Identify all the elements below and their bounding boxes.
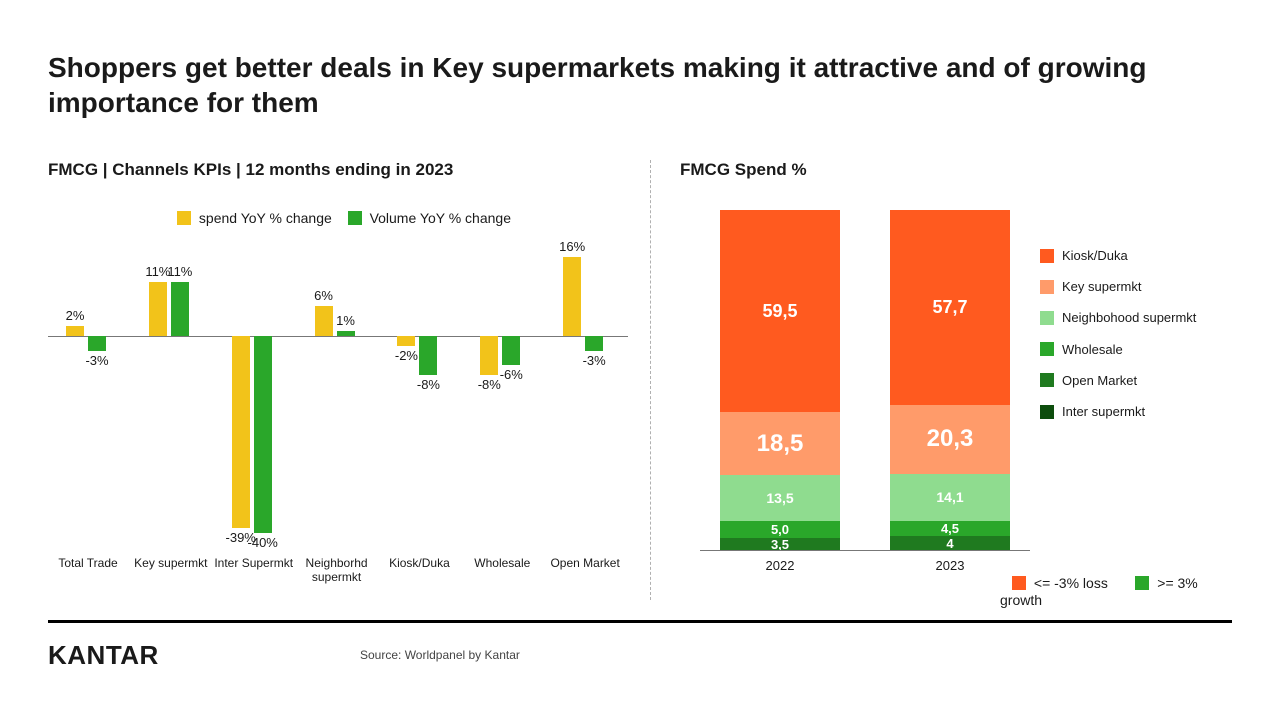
bar-volume (419, 336, 437, 375)
bar-spend (149, 282, 167, 336)
bar-volume (171, 282, 189, 336)
left-chart-legend: spend YoY % change Volume YoY % change (48, 210, 628, 227)
stack-axis (700, 550, 1030, 551)
legend-label: Wholesale (1062, 342, 1123, 357)
vertical-divider (650, 160, 651, 600)
bar-spend (563, 257, 581, 336)
bar-volume (502, 336, 520, 366)
legend-label: Key supermkt (1062, 279, 1141, 294)
right-chart-subtitle: FMCG Spend % (680, 160, 1240, 180)
stack-column: 57,720,314,14,54 (890, 210, 1010, 550)
legend-label-volume: Volume YoY % change (370, 210, 511, 226)
legend-swatch (1040, 405, 1054, 419)
legend-swatch-spend (177, 211, 191, 225)
legend-item-open: Open Market (1040, 365, 1196, 396)
legend-swatch-volume (348, 211, 362, 225)
right-chart-legend: Kiosk/Duka Key supermkt Neighbohood superm… (1040, 240, 1196, 427)
segment-key: 20,3 (890, 405, 1010, 474)
source-text: Source: Worldpanel by Kantar (360, 648, 520, 662)
brand-logo: KANTAR (48, 640, 159, 671)
page-title: Shoppers get better deals in Key superma… (48, 50, 1220, 120)
bar-label: 11% (160, 264, 200, 279)
category-label: Neighborhd supermkt (294, 557, 380, 585)
bar-label: -8% (408, 377, 448, 392)
category-label: Inter Supermkt (211, 557, 297, 571)
bar-volume (254, 336, 272, 533)
segment-open: 3,5 (720, 538, 840, 550)
stack-year-label: 2022 (720, 558, 840, 573)
legend-swatch (1040, 342, 1054, 356)
segment-key: 18,5 (720, 412, 840, 475)
bar-spend (66, 326, 84, 336)
footer-rule (48, 620, 1232, 623)
axis-zero-line (48, 336, 628, 337)
category-label: Open Market (542, 557, 628, 571)
segment-whole: 4,5 (890, 521, 1010, 536)
category-label: Wholesale (459, 557, 545, 571)
segment-kiosk: 59,5 (720, 210, 840, 412)
stack-column: 59,518,513,55,03,5 (720, 210, 840, 550)
legend-label: Kiosk/Duka (1062, 248, 1128, 263)
threshold-swatch-growth (1135, 576, 1149, 590)
bar-volume (585, 336, 603, 351)
segment-kiosk: 57,7 (890, 210, 1010, 405)
bar-label: -6% (491, 367, 531, 382)
category-label: Total Trade (45, 557, 131, 571)
bar-label: -3% (77, 353, 117, 368)
right-chart: FMCG Spend % 59,518,513,55,03,5202257,72… (680, 160, 1240, 600)
bar-spend (232, 336, 250, 528)
legend-label: Inter supermkt (1062, 404, 1145, 419)
legend-label: Open Market (1062, 373, 1137, 388)
category-label: Kiosk/Duka (376, 557, 462, 571)
bar-label: -40% (243, 535, 283, 550)
legend-item-inter: Inter supermkt (1040, 396, 1196, 427)
bar-label: 2% (55, 308, 95, 323)
legend-item-whole: Wholesale (1040, 334, 1196, 365)
threshold-legend: <= -3% loss >= 3% growth (1000, 575, 1240, 608)
segment-whole: 5,0 (720, 521, 840, 538)
legend-label-spend: spend YoY % change (199, 210, 332, 226)
bar-volume (337, 331, 355, 336)
bar-label: 6% (304, 288, 344, 303)
bar-spend (397, 336, 415, 346)
threshold-label-loss: <= -3% loss (1034, 575, 1108, 591)
bar-label: 1% (326, 313, 366, 328)
legend-item-kiosk: Kiosk/Duka (1040, 240, 1196, 271)
left-chart-categories: Total TradeKey supermktInter SupermktNei… (48, 557, 628, 597)
legend-swatch (1040, 280, 1054, 294)
bar-volume (88, 336, 106, 351)
threshold-swatch-loss (1012, 576, 1026, 590)
legend-swatch (1040, 249, 1054, 263)
legend-swatch (1040, 311, 1054, 325)
stack-year-label: 2023 (890, 558, 1010, 573)
bar-label: 16% (552, 239, 592, 254)
category-label: Key supermkt (128, 557, 214, 571)
left-chart: FMCG | Channels KPIs | 12 months ending … (48, 160, 628, 600)
left-chart-subtitle: FMCG | Channels KPIs | 12 months ending … (48, 160, 628, 180)
segment-neigh: 14,1 (890, 474, 1010, 522)
legend-item-key: Key supermkt (1040, 271, 1196, 302)
legend-item-neigh: Neighbohood supermkt (1040, 302, 1196, 333)
left-chart-canvas: 2%-3%11%11%-39%-40%6%1%-2%-8%-8%-6%16%-3… (48, 237, 628, 557)
segment-open: 4 (890, 536, 1010, 550)
segment-neigh: 13,5 (720, 475, 840, 521)
legend-label: Neighbohood supermkt (1062, 310, 1196, 325)
legend-swatch (1040, 373, 1054, 387)
bar-label: -3% (574, 353, 614, 368)
